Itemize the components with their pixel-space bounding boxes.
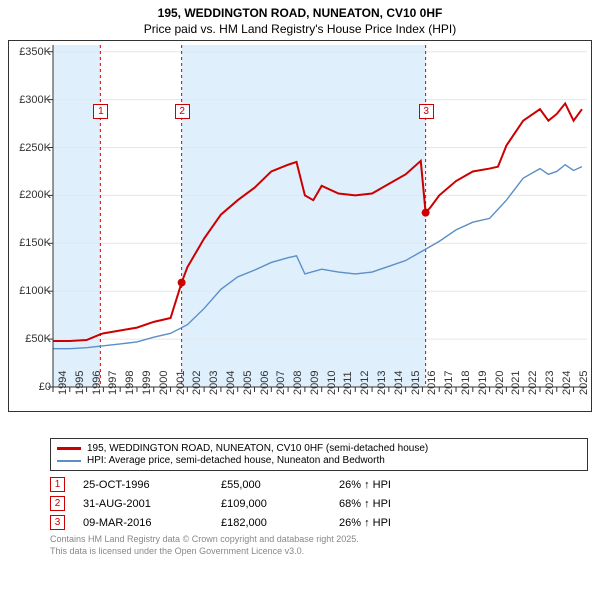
table-row: 2 31-AUG-2001 £109,000 68% ↑ HPI <box>50 496 588 511</box>
sale-table: 1 25-OCT-1996 £55,000 26% ↑ HPI 2 31-AUG-2001… <box>50 477 588 530</box>
sale-hpi: 26% ↑ HPI <box>339 479 439 491</box>
footnote-line1: Contains HM Land Registry data © Crown c… <box>50 534 588 546</box>
subtitle: Price paid vs. HM Land Registry's House … <box>8 22 592 36</box>
sale-hpi: 26% ↑ HPI <box>339 517 439 529</box>
legend: 195, WEDDINGTON ROAD, NUNEATON, CV10 0HF… <box>50 438 588 471</box>
sale-price: £182,000 <box>221 517 321 529</box>
table-marker: 1 <box>50 477 65 492</box>
y-tick-label: £50K <box>7 333 51 345</box>
legend-swatch-red <box>57 447 81 450</box>
chart-box: £0£50K£100K£150K£200K£250K£300K£350K1994… <box>8 40 592 412</box>
chart-marker-3: 3 <box>419 104 434 119</box>
table-row: 1 25-OCT-1996 £55,000 26% ↑ HPI <box>50 477 588 492</box>
legend-row-1: 195, WEDDINGTON ROAD, NUNEATON, CV10 0HF… <box>57 443 581 454</box>
footnote-line2: This data is licensed under the Open Gov… <box>50 546 588 558</box>
y-tick-label: £350K <box>7 46 51 58</box>
legend-swatch-blue <box>57 460 81 462</box>
table-marker: 3 <box>50 515 65 530</box>
chart-marker-2: 2 <box>175 104 190 119</box>
title: 195, WEDDINGTON ROAD, NUNEATON, CV10 0HF <box>8 6 592 20</box>
sale-price: £55,000 <box>221 479 321 491</box>
footnote: Contains HM Land Registry data © Crown c… <box>50 534 588 557</box>
table-marker: 2 <box>50 496 65 511</box>
legend-label-blue: HPI: Average price, semi-detached house,… <box>87 455 385 466</box>
table-row: 3 09-MAR-2016 £182,000 26% ↑ HPI <box>50 515 588 530</box>
x-tick-label: 2025 <box>578 371 598 395</box>
chart-area: £0£50K£100K£150K£200K£250K£300K£350K1994… <box>9 41 591 411</box>
sale-date: 25-OCT-1996 <box>83 479 203 491</box>
y-tick-label: £100K <box>7 285 51 297</box>
sale-date: 09-MAR-2016 <box>83 517 203 529</box>
chart-marker-1: 1 <box>93 104 108 119</box>
legend-label-red: 195, WEDDINGTON ROAD, NUNEATON, CV10 0HF… <box>87 443 428 454</box>
sale-date: 31-AUG-2001 <box>83 498 203 510</box>
y-tick-label: £250K <box>7 142 51 154</box>
plot-svg <box>9 41 591 411</box>
sale-price: £109,000 <box>221 498 321 510</box>
legend-row-2: HPI: Average price, semi-detached house,… <box>57 455 581 466</box>
y-tick-label: £300K <box>7 94 51 106</box>
chart-container: 195, WEDDINGTON ROAD, NUNEATON, CV10 0HF… <box>0 0 600 590</box>
sale-hpi: 68% ↑ HPI <box>339 498 439 510</box>
y-tick-label: £200K <box>7 189 51 201</box>
y-tick-label: £150K <box>7 237 51 249</box>
y-tick-label: £0 <box>7 381 51 393</box>
